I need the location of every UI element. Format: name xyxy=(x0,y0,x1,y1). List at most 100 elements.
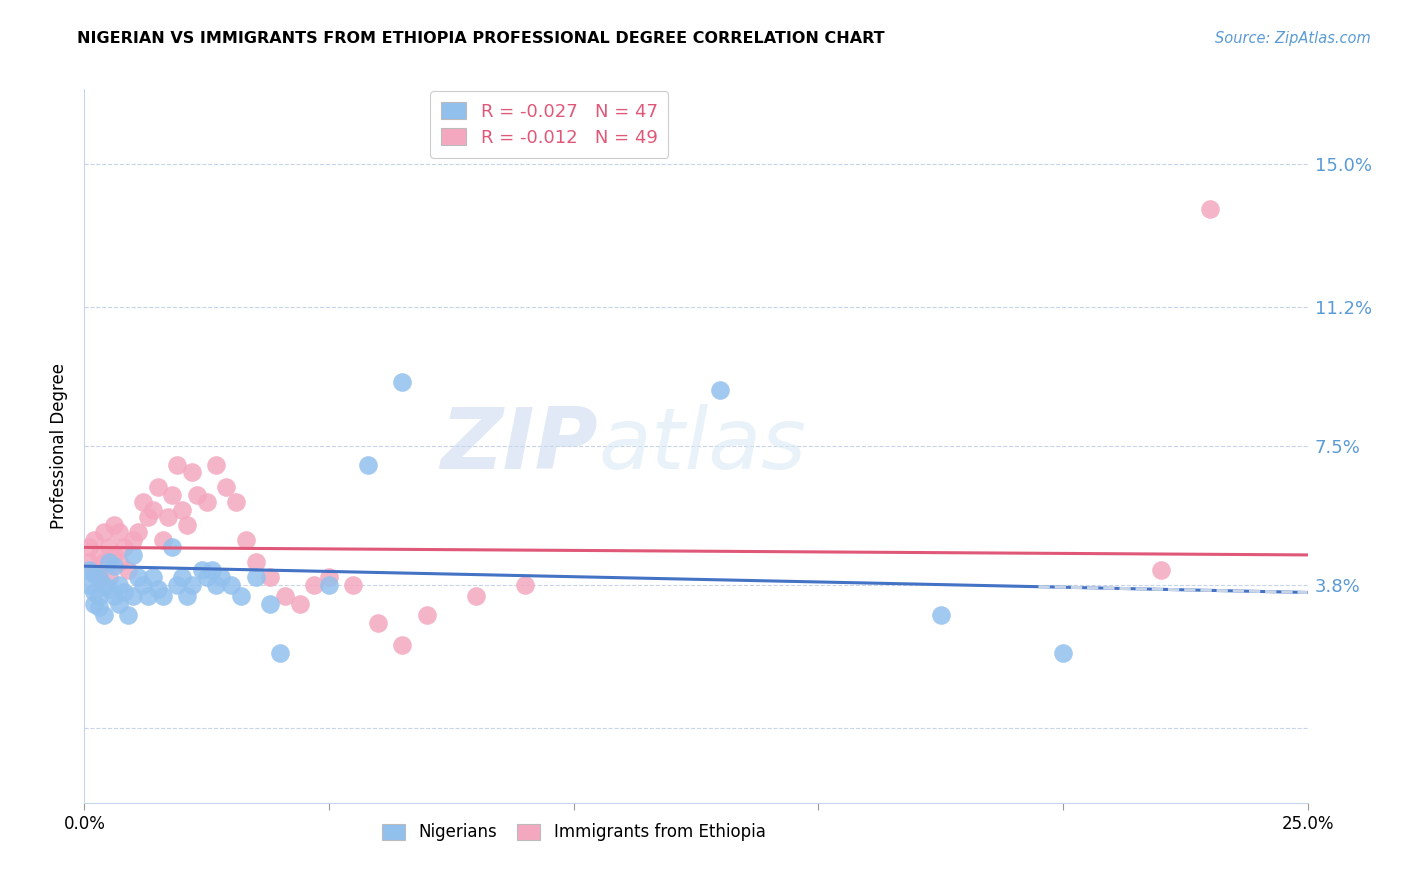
Point xyxy=(112,541,135,555)
Point xyxy=(318,578,340,592)
Point xyxy=(181,465,204,479)
Point xyxy=(87,570,110,584)
Point xyxy=(103,559,125,574)
Point xyxy=(103,589,125,603)
Point xyxy=(136,510,159,524)
Point xyxy=(200,563,222,577)
Point xyxy=(97,556,120,570)
Point xyxy=(87,548,110,562)
Text: NIGERIAN VS IMMIGRANTS FROM ETHIOPIA PROFESSIONAL DEGREE CORRELATION CHART: NIGERIAN VS IMMIGRANTS FROM ETHIOPIA PRO… xyxy=(77,31,884,46)
Point xyxy=(103,517,125,532)
Point xyxy=(146,582,169,596)
Point xyxy=(97,582,120,596)
Point xyxy=(367,615,389,630)
Point xyxy=(391,375,413,389)
Point xyxy=(318,570,340,584)
Point xyxy=(176,589,198,603)
Point xyxy=(229,589,252,603)
Point xyxy=(205,578,228,592)
Point xyxy=(93,525,115,540)
Point xyxy=(1052,646,1074,660)
Point xyxy=(259,570,281,584)
Point xyxy=(464,589,486,603)
Point xyxy=(288,597,311,611)
Text: Source: ZipAtlas.com: Source: ZipAtlas.com xyxy=(1215,31,1371,46)
Text: atlas: atlas xyxy=(598,404,806,488)
Point xyxy=(416,607,439,622)
Point xyxy=(245,570,267,584)
Point xyxy=(93,578,115,592)
Point xyxy=(87,570,110,584)
Point xyxy=(191,563,214,577)
Point xyxy=(709,383,731,397)
Point xyxy=(186,488,208,502)
Point xyxy=(122,548,145,562)
Point xyxy=(146,480,169,494)
Point xyxy=(112,585,135,599)
Point xyxy=(77,563,100,577)
Point xyxy=(929,607,952,622)
Point xyxy=(127,525,149,540)
Point xyxy=(107,556,129,570)
Point xyxy=(83,566,105,581)
Point xyxy=(156,510,179,524)
Point xyxy=(274,589,297,603)
Text: ZIP: ZIP xyxy=(440,404,598,488)
Point xyxy=(83,563,105,577)
Point xyxy=(245,556,267,570)
Point xyxy=(172,570,194,584)
Point xyxy=(107,525,129,540)
Point xyxy=(83,585,105,599)
Point xyxy=(77,541,100,555)
Point xyxy=(83,533,105,547)
Point xyxy=(176,517,198,532)
Point xyxy=(83,597,105,611)
Point xyxy=(117,563,139,577)
Point xyxy=(166,458,188,472)
Point xyxy=(162,488,184,502)
Point xyxy=(93,556,115,570)
Point xyxy=(235,533,257,547)
Y-axis label: Professional Degree: Professional Degree xyxy=(51,363,69,529)
Point xyxy=(152,533,174,547)
Point xyxy=(93,607,115,622)
Point xyxy=(107,597,129,611)
Point xyxy=(513,578,536,592)
Point xyxy=(357,458,380,472)
Point xyxy=(209,570,232,584)
Point xyxy=(181,578,204,592)
Point xyxy=(127,570,149,584)
Point xyxy=(219,578,242,592)
Point xyxy=(304,578,326,592)
Point xyxy=(77,578,100,592)
Point xyxy=(122,589,145,603)
Point xyxy=(107,578,129,592)
Point xyxy=(162,541,184,555)
Point xyxy=(1150,563,1173,577)
Point xyxy=(269,646,291,660)
Point xyxy=(132,495,155,509)
Point xyxy=(195,495,218,509)
Point xyxy=(215,480,238,494)
Point xyxy=(117,607,139,622)
Point xyxy=(142,570,165,584)
Point xyxy=(195,570,218,584)
Point xyxy=(97,570,120,584)
Point xyxy=(77,556,100,570)
Point xyxy=(87,589,110,603)
Point xyxy=(1198,202,1220,217)
Point xyxy=(122,533,145,547)
Point xyxy=(136,589,159,603)
Point xyxy=(132,578,155,592)
Legend: Nigerians, Immigrants from Ethiopia: Nigerians, Immigrants from Ethiopia xyxy=(375,817,772,848)
Point xyxy=(391,638,413,652)
Point xyxy=(172,503,194,517)
Point xyxy=(166,578,188,592)
Point xyxy=(205,458,228,472)
Point xyxy=(225,495,247,509)
Point xyxy=(342,578,364,592)
Point xyxy=(97,541,120,555)
Point xyxy=(103,548,125,562)
Point xyxy=(259,597,281,611)
Point xyxy=(87,600,110,615)
